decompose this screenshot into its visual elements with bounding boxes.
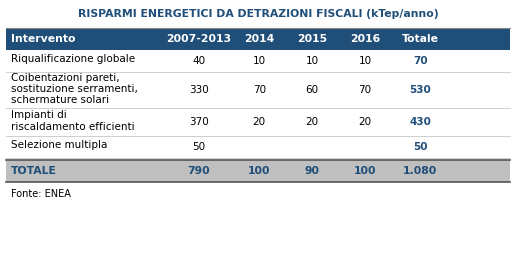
- Text: Intervento: Intervento: [11, 34, 76, 44]
- Text: 10: 10: [305, 56, 319, 66]
- Text: 60: 60: [305, 85, 319, 95]
- Text: 2016: 2016: [350, 34, 380, 44]
- Text: 20: 20: [305, 117, 319, 127]
- Bar: [6, 160, 510, 182]
- Text: 50: 50: [192, 142, 205, 152]
- Text: 50: 50: [413, 142, 428, 152]
- Text: 370: 370: [189, 117, 208, 127]
- Text: 40: 40: [192, 56, 205, 66]
- Text: 530: 530: [410, 85, 431, 95]
- Bar: [6, 136, 510, 158]
- Text: RISPARMI ENERGETICI DA DETRAZIONI FISCALI (kTep/anno): RISPARMI ENERGETICI DA DETRAZIONI FISCAL…: [78, 9, 438, 19]
- Bar: [6, 50, 510, 72]
- Text: 10: 10: [359, 56, 372, 66]
- Text: 1.080: 1.080: [404, 166, 438, 176]
- Text: 10: 10: [253, 56, 266, 66]
- Text: 100: 100: [354, 166, 376, 176]
- Text: Totale: Totale: [402, 34, 439, 44]
- Text: 2015: 2015: [297, 34, 327, 44]
- Text: 20: 20: [359, 117, 372, 127]
- Text: Coibentazioni pareti,: Coibentazioni pareti,: [11, 73, 120, 83]
- Text: 70: 70: [253, 85, 266, 95]
- Text: Selezione multipla: Selezione multipla: [11, 140, 108, 150]
- Bar: [6, 108, 510, 136]
- Text: schermature solari: schermature solari: [11, 95, 109, 105]
- Text: 90: 90: [304, 166, 319, 176]
- Text: Impianti di: Impianti di: [11, 110, 67, 120]
- Text: 430: 430: [410, 117, 431, 127]
- Text: 330: 330: [189, 85, 208, 95]
- Text: 70: 70: [359, 85, 372, 95]
- Text: 2014: 2014: [244, 34, 275, 44]
- Text: 20: 20: [253, 117, 266, 127]
- Text: 790: 790: [187, 166, 210, 176]
- Text: sostituzione serramenti,: sostituzione serramenti,: [11, 84, 138, 94]
- Text: Riqualificazione globale: Riqualificazione globale: [11, 54, 136, 64]
- Text: 100: 100: [248, 166, 270, 176]
- Text: Fonte: ENEA: Fonte: ENEA: [11, 189, 71, 199]
- Text: TOTALE: TOTALE: [11, 166, 57, 176]
- Bar: [6, 72, 510, 108]
- Text: riscaldamento efficienti: riscaldamento efficienti: [11, 122, 135, 132]
- Bar: [6, 28, 510, 50]
- Text: 2007-2013: 2007-2013: [166, 34, 231, 44]
- Text: 70: 70: [413, 56, 428, 66]
